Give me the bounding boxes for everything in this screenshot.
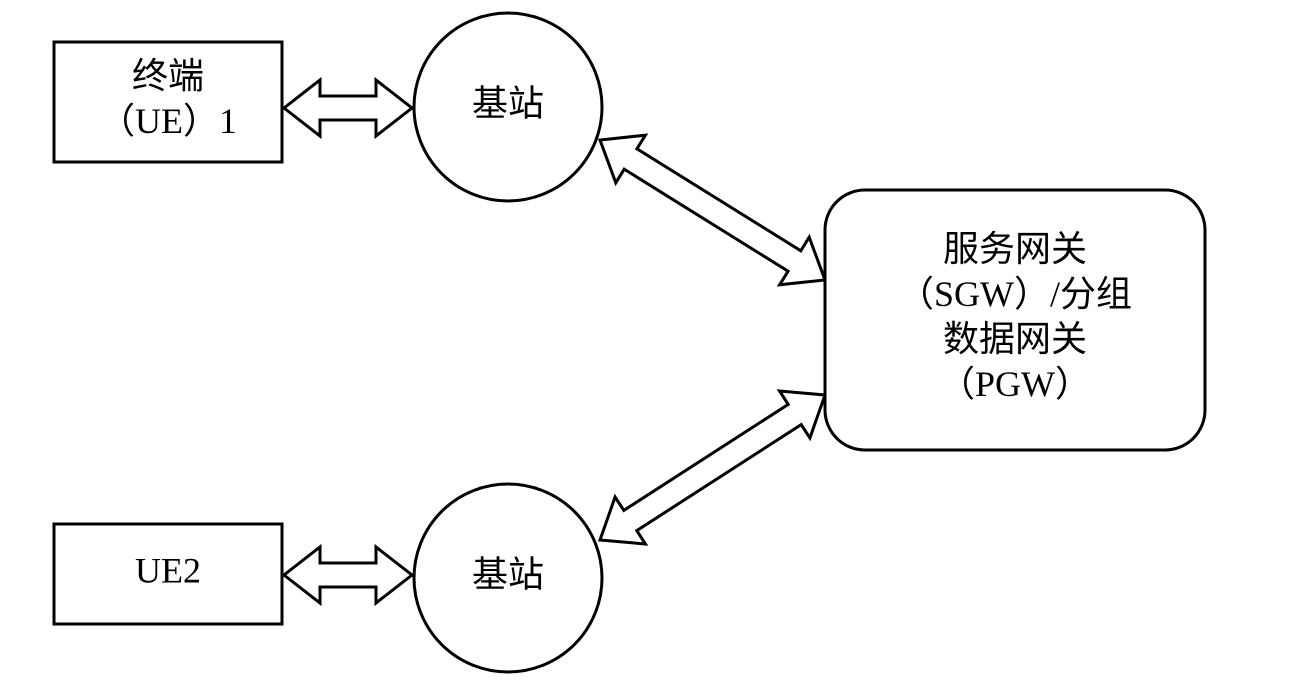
nodes.gw-label-line-2: 数据网关 [943, 319, 1087, 359]
nodes.bs1-label-line-0: 基站 [472, 83, 544, 123]
nodes.ue2-label-line-0: UE2 [135, 550, 201, 590]
node-bs2: 基站 [414, 484, 602, 672]
nodes.ue1-label-line-0: 终端 [132, 56, 204, 96]
node-ue2: UE2 [54, 524, 282, 624]
nodes.gw-label-line-0: 服务网关 [943, 229, 1087, 269]
nodes.ue1-label-line-1: （UE）1 [99, 101, 237, 141]
nodes.gw-label-line-3: （PGW） [939, 364, 1091, 404]
node-ue1: 终端 （UE）1 [54, 42, 282, 162]
nodes.bs2-label-line-0: 基站 [472, 554, 544, 594]
node-bs1: 基站 [414, 13, 602, 201]
node-gw: 服务网关 （SGW）/分组数据网关 （PGW） [825, 190, 1205, 450]
nodes.gw-label-line-1: （SGW）/分组 [898, 274, 1132, 314]
